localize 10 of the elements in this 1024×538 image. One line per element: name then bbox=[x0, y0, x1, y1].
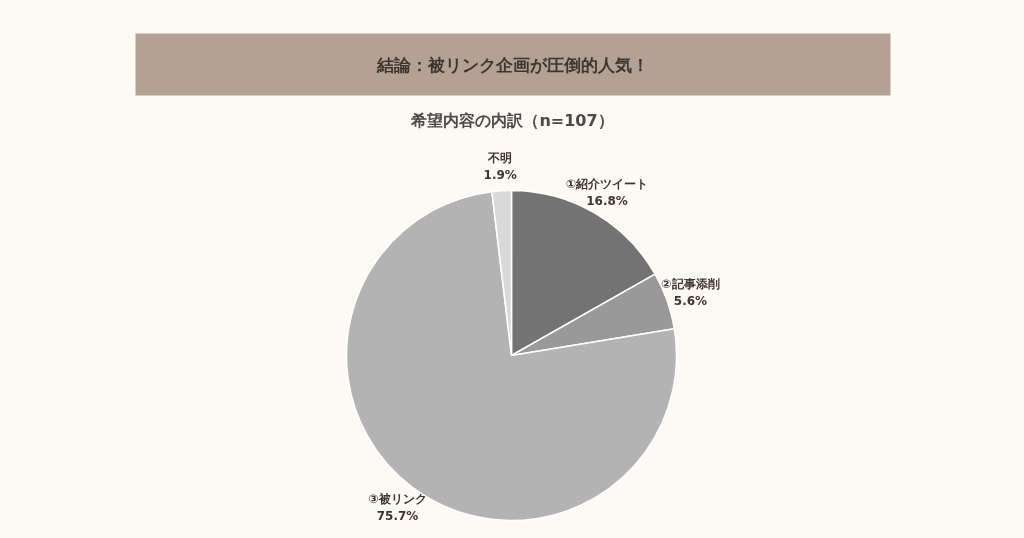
data-label: 75.7% bbox=[376, 509, 419, 524]
slice-label: 不明 bbox=[487, 151, 513, 166]
chart-title: 結論：被リンク企画が圧倒的人気！ bbox=[375, 54, 649, 75]
slice-label: ③被リンク bbox=[368, 492, 427, 507]
chart-subtitle: 希望内容の内訳（n=107） bbox=[410, 111, 614, 130]
slice-label: ①紹介ツイート bbox=[565, 176, 649, 191]
data-label: 1.9% bbox=[483, 168, 517, 183]
slice-label: ②記事添削 bbox=[661, 277, 720, 292]
data-label: 5.6% bbox=[673, 294, 708, 309]
data-label: 16.8% bbox=[586, 193, 628, 208]
